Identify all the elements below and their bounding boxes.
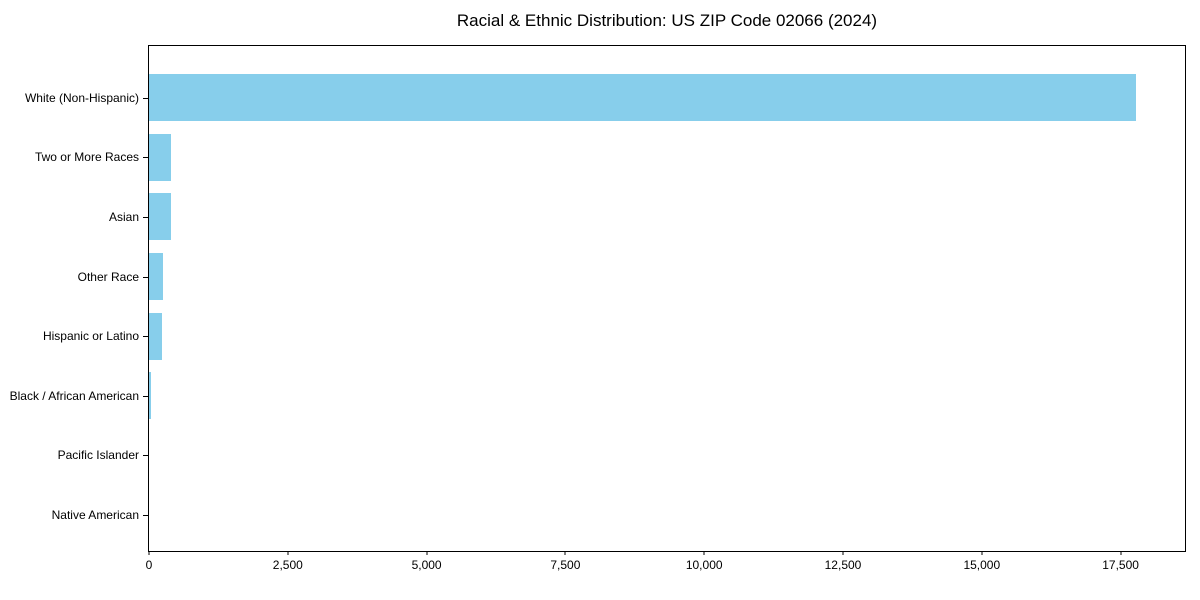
- y-axis-label: Asian: [108, 209, 139, 224]
- x-tick-mark: [1120, 551, 1122, 555]
- y-axis-tick: [143, 276, 148, 278]
- y-axis-label: Other Race: [77, 269, 139, 284]
- y-axis-tick: [143, 395, 148, 397]
- x-tick-mark: [564, 551, 566, 555]
- x-tick-label: 10,000: [685, 558, 723, 572]
- bar-black-african-american: [149, 372, 151, 420]
- y-axis-label: Black / African American: [9, 388, 139, 403]
- x-tick-mark: [981, 551, 983, 555]
- bar-white-non-hispanic: [149, 74, 1136, 122]
- bar-row: Two or More Races: [35, 128, 1185, 188]
- chart-title: Racial & Ethnic Distribution: US ZIP Cod…: [456, 11, 878, 30]
- bar-row: Asian: [109, 187, 1185, 247]
- x-tick-label: 2,500: [272, 558, 303, 572]
- y-axis-label: Native American: [51, 507, 139, 522]
- bar-row: Native American: [52, 485, 1185, 545]
- y-axis-label: Two or More Races: [34, 150, 139, 165]
- bar-two-or-more-races: [149, 133, 172, 181]
- x-axis: 0 2,500 5,000 7,500 10,000 12,500 15,000 17,500: [145, 551, 1185, 581]
- bar-asian: [149, 193, 171, 241]
- bar-row: Pacific Islander: [58, 426, 1185, 486]
- x-tick-label: 7,500: [550, 558, 581, 572]
- y-axis-tick: [143, 157, 148, 159]
- bar-hispanic-or-latino: [149, 312, 162, 360]
- x-tick-label: 12,500: [824, 558, 862, 572]
- x-tick-label: 15,000: [963, 558, 1001, 572]
- x-tick-mark: [287, 551, 289, 555]
- bar-row: Black / African American: [10, 366, 1185, 426]
- x-tick-label: 17,500: [1102, 558, 1139, 572]
- bar-row: White (Non-Hispanic): [25, 68, 1185, 128]
- y-axis-tick: [143, 97, 148, 99]
- plot-area: White (Non-Hispanic) Two or More Races Asi…: [10, 45, 1186, 572]
- x-tick-label: 5,000: [411, 558, 442, 572]
- x-tick-mark: [426, 551, 428, 555]
- y-axis-tick: [143, 455, 148, 457]
- bar-row: Hispanic or Latino: [43, 306, 1185, 366]
- x-tick-mark: [148, 551, 150, 555]
- bar-row: Other Race: [78, 247, 1185, 307]
- y-axis-tick: [143, 336, 148, 338]
- y-axis-label: White (Non-Hispanic): [24, 90, 139, 105]
- y-axis-tick: [143, 514, 148, 516]
- x-tick-mark: [842, 551, 844, 555]
- x-tick-mark: [703, 551, 705, 555]
- y-axis-label: Pacific Islander: [57, 448, 139, 463]
- bar-other-race: [149, 253, 164, 301]
- bar-rows-container: White (Non-Hispanic) Two or More Races Asi…: [10, 46, 1185, 551]
- y-axis-label: Hispanic or Latino: [42, 329, 139, 344]
- x-tick-label: 0: [145, 558, 153, 572]
- y-axis-tick: [143, 216, 148, 218]
